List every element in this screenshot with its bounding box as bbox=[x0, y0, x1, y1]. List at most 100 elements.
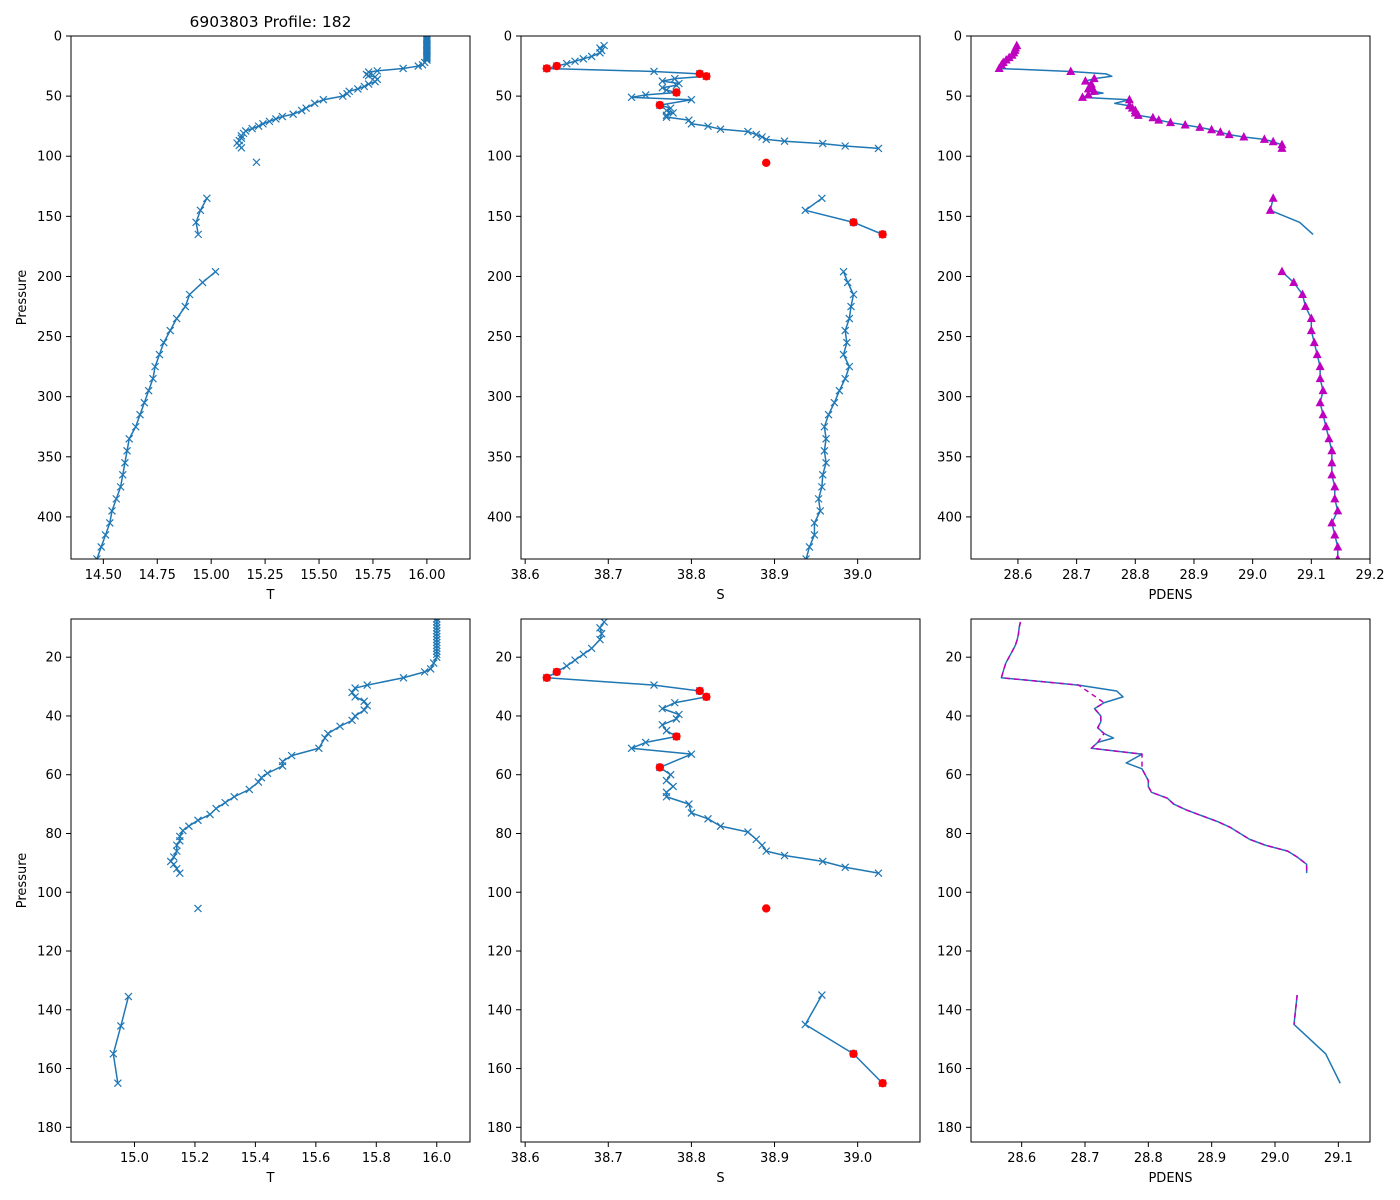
x-marker bbox=[874, 869, 883, 878]
x-marker bbox=[185, 290, 194, 299]
x-marker bbox=[835, 386, 844, 395]
x-marker bbox=[159, 338, 168, 347]
triangle-marker bbox=[1298, 289, 1308, 298]
x-marker bbox=[212, 804, 221, 813]
triangle-marker bbox=[1333, 505, 1343, 515]
x-marker bbox=[172, 847, 181, 856]
x-marker bbox=[650, 67, 658, 76]
y-tick-label: 350 bbox=[487, 450, 512, 465]
x-marker bbox=[237, 143, 246, 152]
x-marker bbox=[109, 1049, 118, 1058]
x-marker bbox=[181, 302, 190, 311]
x-marker bbox=[278, 761, 287, 770]
y-tick-label: 150 bbox=[37, 210, 62, 225]
x-marker bbox=[144, 386, 153, 395]
plot-frame bbox=[520, 618, 921, 1143]
triangle-marker bbox=[1327, 469, 1337, 479]
x-marker bbox=[822, 458, 830, 467]
y-tick-label: 40 bbox=[495, 709, 512, 724]
x-marker bbox=[810, 531, 819, 539]
y-tick-label: 300 bbox=[937, 390, 962, 405]
x-marker bbox=[597, 629, 606, 638]
x-marker bbox=[194, 230, 203, 239]
x-marker bbox=[166, 326, 175, 335]
x-marker bbox=[571, 57, 579, 66]
triangle-marker bbox=[1318, 409, 1328, 419]
x-marker bbox=[662, 792, 671, 801]
x-marker bbox=[314, 744, 323, 753]
x-marker bbox=[432, 641, 441, 650]
y-tick-label: 300 bbox=[487, 390, 512, 405]
x-tick-label: 15.4 bbox=[241, 1151, 270, 1166]
x-marker bbox=[105, 519, 114, 527]
x-tick-label: 29.0 bbox=[1238, 568, 1267, 583]
triangle-marker bbox=[1300, 301, 1310, 311]
y-tick-label: 100 bbox=[487, 150, 512, 165]
temperature-axis-label: T bbox=[266, 1171, 275, 1186]
x-marker bbox=[192, 218, 201, 227]
x-marker bbox=[780, 851, 789, 860]
x-marker bbox=[658, 77, 667, 86]
plot-frame bbox=[970, 618, 1371, 1143]
triangle-marker bbox=[1148, 112, 1158, 122]
x-marker bbox=[801, 1020, 810, 1029]
y-tick-label: 100 bbox=[37, 150, 62, 165]
y-tick-label: 100 bbox=[937, 150, 962, 165]
x-marker bbox=[221, 798, 230, 807]
y-tick-label: 80 bbox=[945, 827, 962, 842]
x-tick-label: 15.75 bbox=[354, 568, 391, 583]
x-marker bbox=[432, 619, 441, 623]
x-marker bbox=[432, 619, 441, 626]
x-marker bbox=[310, 99, 319, 108]
x-marker bbox=[820, 446, 829, 455]
x-tick-label: 28.9 bbox=[1197, 1151, 1226, 1166]
x-marker bbox=[687, 750, 696, 759]
triangle-marker bbox=[1289, 277, 1299, 286]
x-tick-label: 39.0 bbox=[843, 568, 872, 583]
series-line bbox=[195, 197, 208, 235]
x-marker bbox=[847, 302, 855, 311]
triangle-marker bbox=[1215, 127, 1225, 136]
plot-data bbox=[109, 619, 441, 1088]
triangle-marker bbox=[1335, 554, 1341, 559]
x-marker bbox=[842, 338, 851, 347]
x-marker bbox=[178, 826, 187, 835]
panel-temperature-zoom: 15.0 15.2 15.4 15.6 15.8 16.0 20 40 60 80 100 120 14… bbox=[15, 618, 471, 1186]
x-marker bbox=[641, 90, 650, 99]
triangle-marker bbox=[1265, 205, 1275, 214]
triangle-marker bbox=[1259, 134, 1269, 143]
x-marker bbox=[172, 864, 181, 873]
x-marker bbox=[120, 458, 129, 467]
flagged-point bbox=[542, 673, 551, 682]
x-marker bbox=[263, 769, 272, 778]
triangle-marker bbox=[1268, 136, 1278, 146]
x-marker bbox=[662, 776, 671, 785]
y-tick-label: 20 bbox=[45, 651, 62, 666]
x-marker bbox=[596, 48, 604, 57]
x-marker bbox=[839, 350, 848, 359]
plot-data bbox=[994, 40, 1343, 559]
x-marker bbox=[140, 398, 149, 407]
x-marker bbox=[814, 494, 823, 503]
y-tick-label: 180 bbox=[37, 1121, 62, 1136]
x-marker bbox=[810, 519, 819, 527]
x-marker bbox=[579, 54, 588, 63]
triangle-marker bbox=[1327, 445, 1337, 455]
x-marker bbox=[362, 70, 371, 79]
plot-data bbox=[542, 619, 887, 1088]
flagged-point bbox=[702, 692, 711, 702]
x-tick-label: 15.50 bbox=[300, 568, 337, 583]
y-tick-label: 80 bbox=[45, 827, 62, 842]
flagged-point bbox=[655, 100, 665, 110]
x-marker bbox=[817, 194, 826, 203]
x-marker bbox=[818, 857, 827, 866]
x-tick-label: 29.2 bbox=[1356, 568, 1385, 583]
x-marker bbox=[125, 434, 134, 443]
x-marker bbox=[805, 543, 814, 551]
y-tick-label: 20 bbox=[495, 651, 512, 666]
y-tick-label: 400 bbox=[937, 510, 962, 525]
x-marker bbox=[373, 66, 382, 75]
x-marker bbox=[97, 543, 106, 551]
x-marker bbox=[245, 785, 254, 794]
flagged-point bbox=[695, 686, 704, 696]
